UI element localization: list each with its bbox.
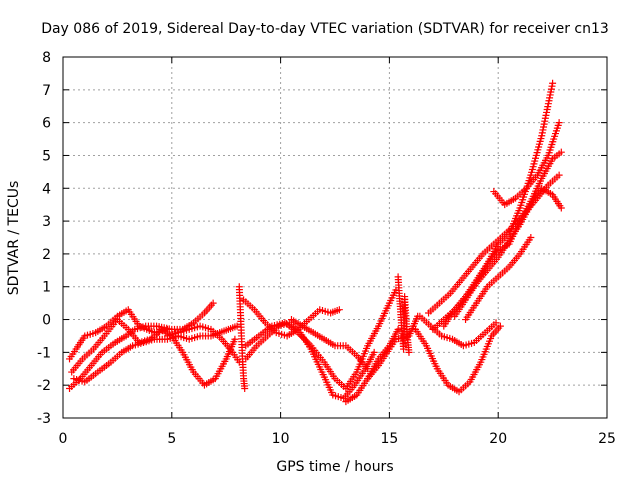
- x-tick-label: 0: [59, 431, 68, 447]
- x-tick-label: 25: [598, 431, 616, 447]
- track-10: [287, 316, 372, 373]
- x-tick-label: 15: [380, 431, 398, 447]
- y-tick-labels: -3 -2 -1 0 1 2 3 4 5 6 7 8: [37, 50, 51, 427]
- plus-marker: [496, 322, 504, 330]
- plus-marker: [233, 322, 241, 330]
- plus-marker: [394, 325, 402, 333]
- y-tick-label: -1: [37, 345, 51, 361]
- chart-title: Day 086 of 2019, Sidereal Day-to-day VTE…: [41, 21, 609, 37]
- track-14: [412, 322, 504, 396]
- plus-marker: [370, 348, 378, 356]
- x-tick-labels: 0 5 10 15 20 25: [59, 431, 616, 447]
- track-3: [68, 316, 163, 376]
- y-tick-label: 1: [42, 280, 51, 296]
- plus-marker: [555, 171, 563, 179]
- plus-marker: [557, 148, 565, 156]
- plus-marker: [557, 204, 565, 212]
- y-tick-label: -3: [37, 411, 51, 427]
- y-tick-label: 3: [42, 214, 51, 230]
- y-tick-label: 2: [42, 247, 51, 263]
- track-12: [394, 273, 413, 356]
- plus-marker: [335, 306, 343, 314]
- x-axis-label: GPS time / hours: [276, 459, 393, 475]
- grid-lines: [63, 57, 607, 418]
- y-tick-label: 8: [42, 50, 51, 66]
- y-tick-label: -2: [37, 378, 51, 394]
- y-axis-label: SDTVAR / TECUs: [6, 181, 22, 296]
- plus-marker: [492, 319, 500, 327]
- y-tick-label: 6: [42, 116, 51, 132]
- plus-marker: [405, 348, 413, 356]
- x-tick-label: 10: [272, 431, 290, 447]
- plus-marker: [555, 119, 563, 127]
- y-tick-label: 4: [42, 181, 51, 197]
- plus-marker: [241, 384, 249, 392]
- track-20: [490, 119, 563, 209]
- track-21: [462, 234, 535, 324]
- track-2: [70, 322, 241, 386]
- axis-ticks: [62, 56, 608, 419]
- track-15: [416, 312, 500, 350]
- plus-marker: [549, 79, 557, 87]
- plot-frame: [62, 56, 608, 419]
- y-tick-label: 7: [42, 83, 51, 99]
- plus-marker: [527, 234, 535, 241]
- plus-marker: [231, 335, 239, 343]
- track-9: [242, 286, 400, 392]
- y-tick-label: 0: [42, 313, 51, 329]
- data-points: [66, 79, 565, 406]
- x-tick-label: 20: [489, 431, 507, 447]
- track-5: [163, 322, 243, 366]
- y-tick-label: 5: [42, 148, 51, 164]
- track-6: [235, 283, 249, 392]
- track-19: [451, 79, 557, 320]
- plus-marker: [209, 299, 217, 307]
- x-tick-label: 5: [167, 431, 176, 447]
